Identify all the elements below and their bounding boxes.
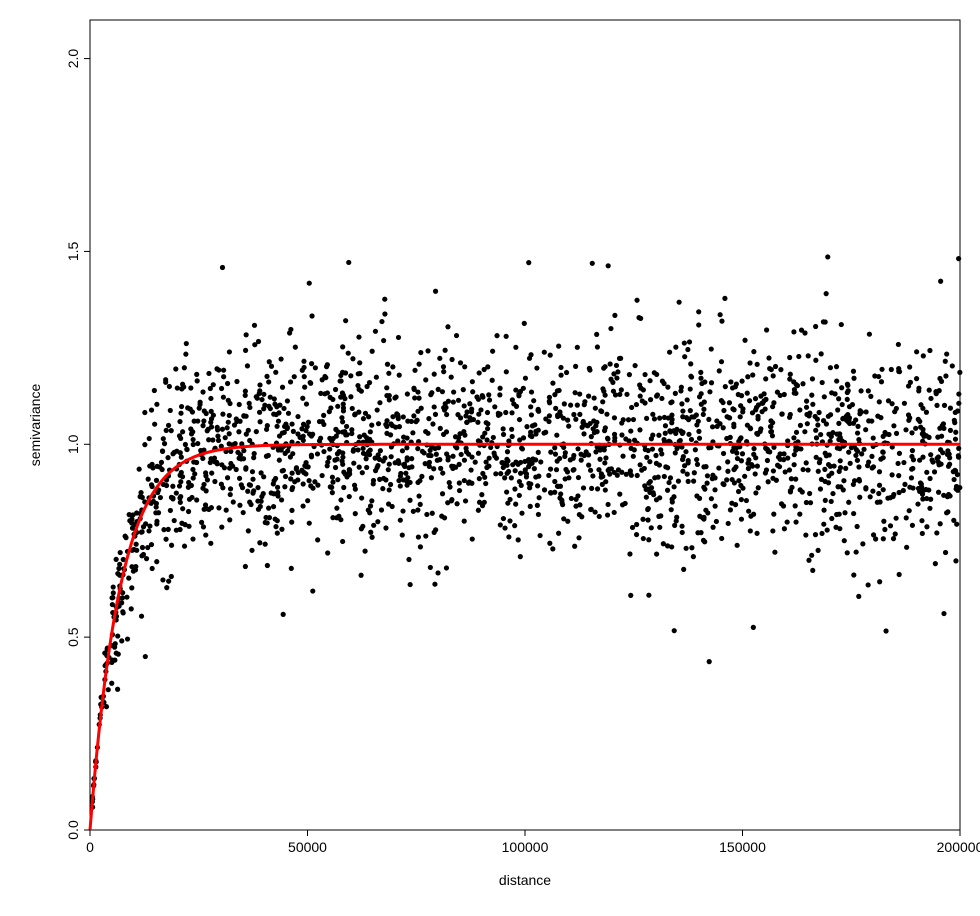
svg-text:200000: 200000	[937, 839, 980, 855]
svg-text:50000: 50000	[288, 839, 327, 855]
svg-text:0.5: 0.5	[65, 627, 81, 647]
svg-text:100000: 100000	[502, 839, 549, 855]
svg-text:0.0: 0.0	[65, 820, 81, 840]
svg-text:2.0: 2.0	[65, 49, 81, 69]
svg-text:150000: 150000	[719, 839, 766, 855]
chart-svg: 0 50000 100000 150000 200000 distance 0.0 0.5 1.…	[0, 0, 980, 916]
svg-text:1.5: 1.5	[65, 241, 81, 261]
y-axis-label: semivariance	[27, 384, 43, 467]
svg-text:1.0: 1.0	[65, 434, 81, 454]
variogram-chart: 0 50000 100000 150000 200000 distance 0.0 0.5 1.…	[0, 0, 980, 916]
svg-text:0: 0	[86, 839, 94, 855]
x-axis-label: distance	[499, 872, 551, 888]
